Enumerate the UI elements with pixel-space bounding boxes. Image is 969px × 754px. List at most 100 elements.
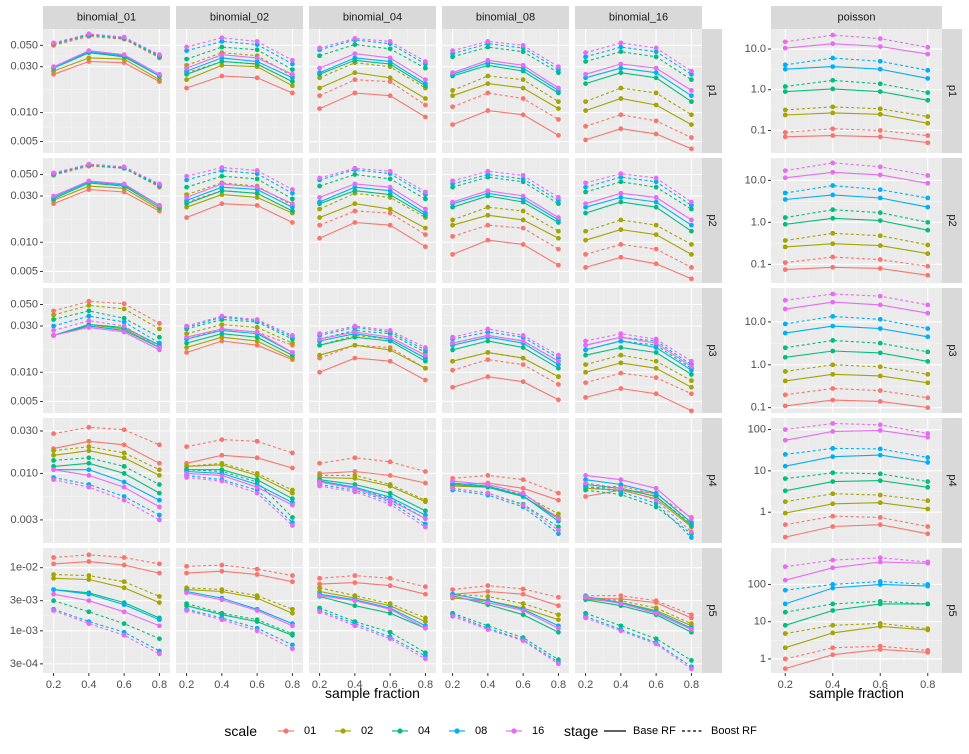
series-line-base-rf-scale-08 xyxy=(186,57,293,79)
data-point-boost-rf-scale-08 xyxy=(782,62,788,68)
series-line-boost-rf-scale-02 xyxy=(319,587,426,619)
series-line-base-rf-scale-04 xyxy=(785,88,928,101)
data-point-boost-rf-scale-16 xyxy=(219,165,225,170)
data-point-boost-rf-scale-02 xyxy=(86,444,92,450)
data-point-base-rf-scale-16 xyxy=(925,310,931,316)
series-line-base-rf-scale-04 xyxy=(319,479,426,512)
data-point-base-rf-scale-02 xyxy=(352,342,358,348)
data-point-base-rf-scale-16 xyxy=(290,502,295,508)
series-line-boost-rf-scale-08 xyxy=(186,474,293,524)
data-point-base-rf-scale-01 xyxy=(254,75,260,81)
data-point-base-rf-scale-04 xyxy=(925,359,931,364)
data-point-base-rf-scale-02 xyxy=(352,201,358,207)
data-point-base-rf-scale-04 xyxy=(782,622,788,628)
series-line-boost-rf-scale-02 xyxy=(186,182,293,206)
series-line-boost-rf-scale-01 xyxy=(319,210,426,236)
series-line-boost-rf-scale-04 xyxy=(53,310,160,338)
column-strip xyxy=(442,6,569,29)
series-line-base-rf-scale-04 xyxy=(585,346,692,375)
data-point-base-rf-scale-02 xyxy=(184,345,189,350)
series-line-base-rf-scale-01 xyxy=(452,110,559,136)
series-line-base-rf-scale-16 xyxy=(53,50,160,75)
data-point-base-rf-scale-16 xyxy=(782,577,788,583)
y-tick-label: 0.1 xyxy=(751,258,766,270)
legend-label: 02 xyxy=(361,725,373,737)
data-point-boost-rf-scale-16 xyxy=(254,38,260,44)
series-line-base-rf-scale-08 xyxy=(319,593,426,627)
data-point-boost-rf-scale-16 xyxy=(830,160,836,166)
data-point-boost-rf-scale-04 xyxy=(583,59,588,64)
data-point-base-rf-scale-16 xyxy=(583,201,588,207)
legend-key-point xyxy=(340,728,346,734)
data-point-base-rf-scale-01 xyxy=(618,254,624,260)
series-line-boost-rf-scale-02 xyxy=(585,354,692,382)
data-point-base-rf-scale-01 xyxy=(485,237,491,243)
data-point-boost-rf-scale-01 xyxy=(877,128,883,133)
series-line-boost-rf-scale-08 xyxy=(186,316,293,338)
data-point-base-rf-scale-02 xyxy=(86,577,92,582)
data-point-boost-rf-scale-16 xyxy=(51,477,56,483)
data-point-base-rf-scale-04 xyxy=(352,334,358,340)
data-point-base-rf-scale-02 xyxy=(653,102,659,108)
legend-key-point xyxy=(454,728,460,734)
data-point-base-rf-scale-08 xyxy=(782,330,788,336)
data-point-base-rf-scale-04 xyxy=(352,188,358,194)
data-point-boost-rf-scale-16 xyxy=(157,181,162,187)
series-line-boost-rf-scale-16 xyxy=(319,37,426,62)
data-point-boost-rf-scale-02 xyxy=(583,228,588,234)
data-point-boost-rf-scale-16 xyxy=(254,490,260,496)
data-point-base-rf-scale-01 xyxy=(689,276,694,282)
series-line-base-rf-scale-16 xyxy=(53,593,160,627)
data-point-boost-rf-scale-02 xyxy=(925,242,931,248)
data-point-boost-rf-scale-16 xyxy=(782,39,788,45)
series-line-boost-rf-scale-16 xyxy=(186,476,293,526)
series-line-base-rf-scale-08 xyxy=(319,480,426,516)
data-point-boost-rf-scale-16 xyxy=(877,36,883,42)
data-point-boost-rf-scale-01 xyxy=(556,594,561,600)
data-point-base-rf-scale-04 xyxy=(877,478,883,484)
series-line-boost-rf-scale-04 xyxy=(186,175,293,200)
data-point-base-rf-scale-16 xyxy=(485,333,491,338)
series-line-base-rf-scale-01 xyxy=(186,203,293,223)
series-line-boost-rf-scale-04 xyxy=(452,176,559,205)
series-line-base-rf-scale-08 xyxy=(186,590,293,625)
data-point-base-rf-scale-16 xyxy=(583,594,588,600)
data-point-base-rf-scale-16 xyxy=(782,306,788,312)
data-point-base-rf-scale-08 xyxy=(689,520,694,525)
series-line-boost-rf-scale-02 xyxy=(785,493,928,503)
x-tick-label: 0.8 xyxy=(285,679,300,691)
data-point-boost-rf-scale-16 xyxy=(925,559,931,565)
data-point-boost-rf-scale-08 xyxy=(290,61,295,67)
data-point-boost-rf-scale-02 xyxy=(877,492,883,498)
x-tick-label: 0.6 xyxy=(515,679,530,691)
data-point-boost-rf-scale-04 xyxy=(653,54,659,60)
data-point-boost-rf-scale-02 xyxy=(877,364,883,370)
series-line-boost-rf-scale-16 xyxy=(452,170,559,198)
data-point-boost-rf-scale-01 xyxy=(653,598,659,604)
series-line-boost-rf-scale-02 xyxy=(53,446,160,471)
x-tick-label: 0.8 xyxy=(684,679,699,691)
data-point-base-rf-scale-04 xyxy=(925,484,931,490)
row-strip-label: p5 xyxy=(946,604,958,616)
data-point-base-rf-scale-08 xyxy=(782,463,788,469)
series-line-boost-rf-scale-01 xyxy=(319,457,426,473)
data-point-boost-rf-scale-16 xyxy=(583,50,588,56)
series-line-boost-rf-scale-08 xyxy=(53,476,160,516)
data-point-boost-rf-scale-02 xyxy=(157,467,162,473)
data-point-base-rf-scale-08 xyxy=(121,602,127,608)
data-point-boost-rf-scale-16 xyxy=(387,38,393,44)
data-point-base-rf-scale-08 xyxy=(387,188,393,194)
data-point-base-rf-scale-02 xyxy=(583,237,588,243)
data-point-base-rf-scale-16 xyxy=(121,609,127,615)
data-point-boost-rf-scale-04 xyxy=(782,476,788,482)
data-point-base-rf-scale-16 xyxy=(618,601,624,606)
data-point-boost-rf-scale-16 xyxy=(387,501,393,507)
series-line-base-rf-scale-01 xyxy=(585,128,692,150)
series-line-base-rf-scale-16 xyxy=(785,301,928,314)
data-point-base-rf-scale-16 xyxy=(121,329,127,335)
data-point-base-rf-scale-16 xyxy=(219,181,225,187)
data-point-base-rf-scale-02 xyxy=(689,384,694,390)
data-point-base-rf-scale-04 xyxy=(51,463,56,469)
data-point-base-rf-scale-04 xyxy=(653,204,659,210)
data-point-base-rf-scale-01 xyxy=(352,220,358,225)
